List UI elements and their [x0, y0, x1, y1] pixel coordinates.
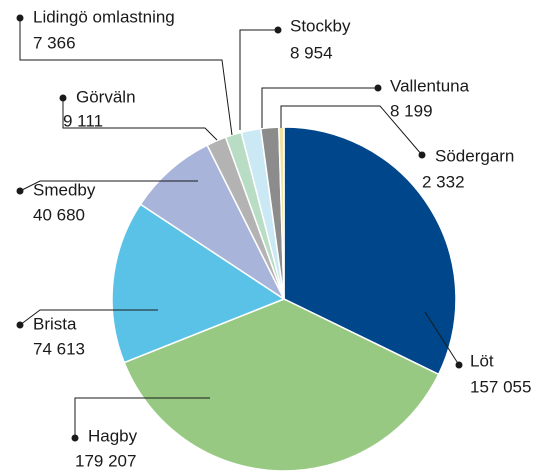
- leader-line: [261, 87, 378, 128]
- leader-dot: [418, 151, 426, 159]
- leader-line: [424, 311, 460, 366]
- leader-line: [239, 29, 278, 130]
- leader-line: [19, 309, 158, 326]
- value-label: 157 055: [470, 377, 531, 396]
- value-label: 2 332: [422, 172, 465, 191]
- value-label: 40 680: [33, 205, 85, 224]
- leader-line: [280, 105, 423, 156]
- leader-dot: [16, 187, 24, 195]
- leader-dot: [274, 26, 282, 34]
- slice-label: Lidingö omlastning: [33, 7, 175, 26]
- pie-slice: [111, 203, 286, 364]
- pie-slice: [139, 144, 286, 302]
- leader-dot: [374, 84, 382, 92]
- leader-line: [19, 180, 198, 192]
- value-label: 179 207: [75, 451, 136, 470]
- slice-label: Vallentuna: [390, 76, 470, 95]
- pie-slice: [123, 298, 440, 472]
- leader-line: [19, 18, 233, 136]
- leader-dot: [455, 361, 463, 369]
- slice-label: Löt: [470, 351, 494, 370]
- value-label: 7 366: [33, 33, 76, 52]
- slice-label: Brista: [33, 314, 77, 333]
- value-label: 9 111: [63, 111, 103, 130]
- slice-label: Görväln: [76, 87, 136, 106]
- leader-dot: [71, 434, 79, 442]
- slice-label: Hagby: [88, 426, 138, 445]
- leader-line: [74, 397, 210, 438]
- slice-label: Södergarn: [435, 146, 514, 165]
- slice-label: Stockby: [290, 16, 351, 35]
- value-label: 8 199: [390, 101, 433, 120]
- leader-line: [62, 98, 218, 141]
- leader-dot: [16, 321, 24, 329]
- slice-label: Smedby: [33, 180, 96, 199]
- leader-dot: [16, 14, 24, 22]
- value-label: 8 954: [290, 43, 333, 62]
- pie-slice: [283, 126, 457, 376]
- value-label: 74 613: [33, 339, 85, 358]
- leader-dot: [59, 94, 67, 102]
